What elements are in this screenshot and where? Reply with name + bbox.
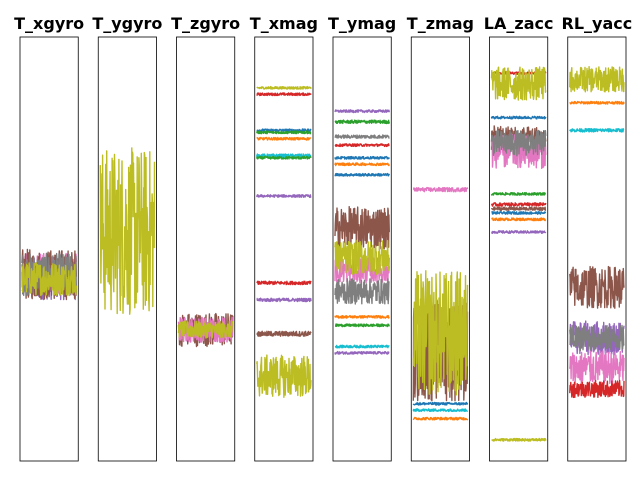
series-line — [490, 206, 547, 212]
series-line — [334, 143, 390, 148]
series-line — [412, 401, 469, 406]
panel-title: T_ygyro — [92, 14, 162, 33]
series-line — [334, 172, 390, 177]
panel-title: T_xgyro — [14, 14, 84, 33]
panel-frame — [254, 36, 314, 462]
panel-title: T_zmag — [407, 14, 474, 33]
series-line — [491, 217, 547, 222]
panel-rl-yacc: RL_yacc — [562, 14, 633, 462]
series-line — [569, 350, 625, 386]
panel-frame — [567, 36, 627, 462]
series-line — [334, 155, 390, 160]
panel-frame — [19, 36, 79, 462]
series-line — [256, 330, 312, 337]
panel-title: T_zgyro — [171, 14, 240, 33]
series-line — [256, 354, 312, 398]
series-line — [99, 147, 156, 315]
panel-title: T_xmag — [250, 14, 318, 33]
series-line — [490, 202, 547, 207]
panel-t-zmag: T_zmag — [407, 14, 474, 462]
series-line — [334, 350, 390, 355]
series-line — [491, 437, 547, 442]
panel-t-ymag: T_ymag — [328, 14, 396, 462]
series-line — [256, 155, 312, 160]
series-line — [412, 186, 469, 193]
series-line — [491, 211, 547, 215]
panel-title: RL_yacc — [562, 14, 633, 33]
series-line — [490, 129, 547, 157]
series-line — [334, 119, 390, 125]
series-line — [412, 270, 469, 396]
series-line — [334, 344, 390, 349]
series-line — [256, 297, 312, 303]
series-line — [334, 239, 390, 275]
series-line — [490, 66, 547, 101]
series-line — [490, 191, 547, 196]
series-line — [412, 408, 469, 413]
series-line — [490, 115, 547, 120]
series-line — [334, 109, 390, 114]
series-line — [569, 127, 625, 133]
series-line — [334, 134, 390, 139]
series-line — [569, 100, 625, 105]
series-line — [21, 262, 77, 297]
series-line — [334, 162, 390, 167]
series-line — [256, 130, 312, 135]
series-line — [569, 324, 625, 352]
panel-frame — [97, 36, 157, 462]
series-line — [412, 416, 469, 421]
series-line — [569, 379, 625, 399]
panel-t-zgyro: T_zgyro — [171, 14, 240, 462]
series-line — [256, 194, 312, 198]
panel-la-zacc: LA_zacc — [484, 14, 554, 462]
series-line — [177, 320, 234, 339]
panel-frame — [176, 36, 236, 462]
panel-title: T_ymag — [328, 14, 396, 33]
panel-frame — [332, 36, 392, 462]
series-line — [256, 136, 312, 141]
panel-frame — [410, 36, 470, 462]
panel-t-xgyro: T_xgyro — [14, 14, 84, 462]
panel-t-xmag: T_xmag — [250, 14, 318, 462]
panel-frame — [489, 36, 549, 462]
panel-title: LA_zacc — [484, 14, 554, 33]
panel-t-ygyro: T_ygyro — [92, 14, 162, 462]
series-line — [256, 92, 312, 97]
series-line — [256, 280, 312, 286]
series-line — [334, 323, 390, 328]
series-line — [569, 265, 625, 309]
series-line — [256, 85, 312, 90]
series-line — [569, 66, 625, 93]
series-line — [334, 314, 390, 319]
series-line — [334, 278, 390, 305]
series-line — [334, 206, 390, 250]
series-line — [490, 230, 547, 234]
